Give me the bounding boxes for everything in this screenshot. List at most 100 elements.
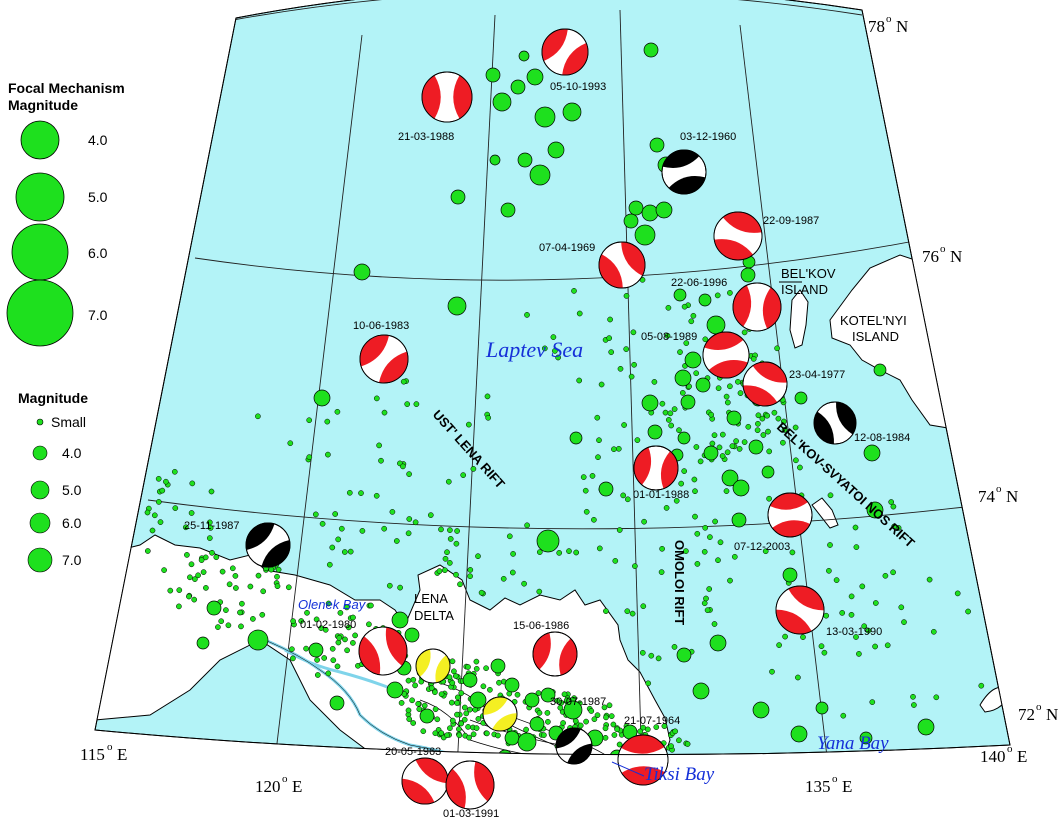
small-earthquake (449, 680, 456, 686)
small-earthquake (776, 642, 782, 648)
small-earthquake (665, 304, 672, 311)
focal-mechanism-quadrant (482, 696, 508, 715)
earthquake-epicenter (518, 50, 530, 62)
focal-mechanism-beachball (415, 648, 451, 684)
small-earthquake (453, 571, 459, 578)
focal-legend-label-7: 7.0 (88, 307, 108, 323)
small-earthquake (306, 454, 313, 460)
small-earthquake (865, 627, 872, 634)
small-earthquake (275, 566, 282, 573)
earthquake-epicenter (596, 764, 608, 776)
small-earthquake (463, 710, 470, 717)
svg-text:N: N (1006, 487, 1018, 506)
small-island (811, 497, 839, 529)
small-earthquake (755, 412, 762, 419)
map-border (94, 0, 1011, 756)
small-earthquake (458, 690, 465, 696)
lat-72-label: 72 (1018, 705, 1035, 724)
focal-mechanism-beachball (617, 734, 669, 786)
earthquake-epicenter (517, 152, 533, 168)
small-earthquake (510, 551, 516, 557)
small-earthquake (853, 544, 860, 550)
earthquake-epicenter (634, 224, 656, 246)
focal-mechanism-quadrant (762, 287, 781, 329)
small-earthquake (312, 511, 319, 518)
small-earthquake (714, 292, 721, 299)
small-earthquake (688, 318, 695, 325)
small-earthquake (521, 580, 527, 587)
focal-legend-title-1: Focal Mechanism (8, 80, 125, 96)
small-earthquake (624, 496, 631, 503)
small-earthquake (344, 647, 350, 654)
small-earthquake (676, 737, 682, 744)
small-earthquake (723, 393, 730, 400)
small-earthquake (735, 378, 741, 385)
focal-legend-symbol-6 (11, 223, 69, 281)
earthquake-epicenter (647, 424, 663, 440)
small-earthquake (149, 527, 156, 534)
small-earthquake (192, 576, 198, 582)
small-earthquake (467, 573, 473, 580)
small-earthquake (448, 699, 455, 706)
small-earthquake (723, 488, 730, 494)
svg-text:E: E (1017, 747, 1027, 766)
focal-mechanism-quadrant (660, 451, 679, 489)
small-earthquake (826, 567, 832, 574)
earthquake-epicenter (569, 431, 583, 445)
small-earthquake (343, 604, 350, 611)
small-earthquake (591, 516, 597, 523)
small-earthquake (610, 721, 617, 728)
small-earthquake (303, 645, 309, 652)
small-earthquake (724, 399, 731, 406)
earthquake-epicenter (709, 634, 727, 652)
focal-legend-label-5: 5.0 (88, 189, 108, 205)
small-earthquake (376, 442, 382, 449)
small-earthquake (884, 642, 891, 649)
small-earthquake (336, 635, 343, 641)
small-earthquake (668, 422, 675, 429)
small-earthquake (651, 379, 658, 385)
earthquake-epicenter (313, 389, 331, 407)
small-earthquake (683, 548, 689, 554)
small-earthquake (247, 583, 254, 590)
earthquake-epicenter (790, 725, 808, 743)
small-earthquake (373, 395, 380, 402)
small-earthquake (789, 549, 796, 556)
small-earthquake (616, 741, 623, 748)
small-earthquake (409, 697, 415, 704)
small-earthquake (692, 488, 698, 495)
mag-legend-title: Magnitude (18, 390, 88, 406)
earthquake-epicenter (547, 141, 565, 159)
small-earthquake (454, 711, 460, 718)
focal-mechanism-beachball (541, 28, 589, 76)
small-earthquake (661, 723, 668, 729)
focal-mechanisms: 21-03-1988 05-10-1993 03-12-1960 22-09-1987… (184, 28, 910, 820)
small-earthquake (840, 712, 847, 719)
small-earthquake (274, 583, 281, 590)
small-earthquake (655, 655, 662, 662)
small-earthquake (861, 623, 868, 630)
focal-legend-label-4: 4.0 (88, 132, 108, 148)
small-earthquake (358, 490, 364, 496)
small-earthquake (611, 446, 617, 453)
small-earthquake (209, 549, 215, 556)
small-earthquake (759, 415, 766, 422)
small-earthquake (144, 509, 151, 516)
small-earthquake (207, 525, 214, 531)
earthquake-epicenter (513, 753, 531, 755)
focal-mechanism-quadrant (743, 385, 778, 406)
small-earthquake (225, 622, 232, 629)
small-earthquake (681, 303, 688, 310)
small-earthquake (171, 468, 178, 475)
small-earthquake (373, 492, 380, 499)
small-earthquake (447, 536, 454, 542)
svg-text:o: o (832, 773, 838, 785)
small-earthquake (623, 293, 630, 299)
focal-mechanism-quadrant (541, 29, 568, 61)
small-earthquake (184, 552, 190, 558)
small-earthquake (412, 519, 419, 526)
earthquake-epicenter (489, 154, 501, 166)
small-earthquake (707, 534, 713, 540)
small-earthquake (478, 589, 485, 596)
small-earthquake (595, 454, 601, 461)
